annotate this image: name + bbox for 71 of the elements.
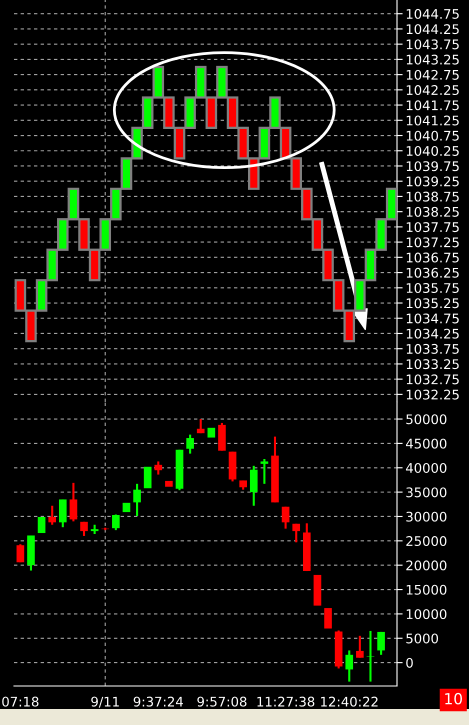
- y-tick-label: 1042.25: [406, 85, 459, 96]
- candlestick: [186, 434, 194, 455]
- candlestick: [38, 516, 46, 534]
- candlestick: [250, 464, 258, 507]
- x-tick-label: 07:18: [2, 696, 38, 707]
- x-tick-label: 11:27:38: [257, 696, 314, 707]
- candlestick: [70, 482, 78, 522]
- x-tick-label: 9/11: [91, 696, 119, 708]
- y-tick-label: 1044.25: [406, 24, 459, 34]
- candlestick: [48, 504, 56, 526]
- candlestick: [356, 634, 364, 659]
- candlestick: [260, 458, 268, 485]
- candlestick: [133, 482, 141, 518]
- candlestick: [16, 543, 24, 564]
- y-tick-label: 1042.75: [406, 70, 459, 80]
- candlestick: [101, 526, 110, 532]
- y-tick-label: 5000: [406, 633, 438, 644]
- y-tick-label: 40000: [406, 462, 446, 473]
- candlestick: [90, 524, 98, 536]
- y-tick-label: 1039.25: [406, 176, 459, 186]
- y-tick-label: 0: [406, 658, 413, 668]
- candlestick: [112, 513, 120, 532]
- y-tick-label: 1036.75: [406, 252, 459, 263]
- candlestick: [345, 649, 354, 683]
- y-tick-label: 1035.75: [406, 283, 459, 293]
- y-tick-label: 30000: [406, 512, 446, 522]
- candlestick: [58, 498, 67, 528]
- y-tick-label: 1040.75: [406, 130, 459, 141]
- y-tick-label: 50000: [406, 414, 446, 424]
- y-tick-label: 1037.75: [406, 222, 459, 232]
- x-tick-label: 9:57:08: [197, 696, 246, 707]
- candlestick: [165, 480, 173, 487]
- candlestick: [324, 608, 332, 629]
- y-tick-label: 1033.25: [406, 359, 459, 370]
- y-tick-label: 1038.75: [406, 192, 459, 202]
- y-tick-label: 25000: [406, 536, 446, 546]
- y-tick-label: 1034.25: [406, 328, 459, 339]
- candlestick: [144, 466, 152, 488]
- y-tick-label: 1043.25: [406, 54, 459, 65]
- candlestick: [282, 506, 290, 530]
- candlestick: [377, 630, 385, 656]
- y-tick-label: 45000: [406, 438, 446, 449]
- y-tick-label: 15000: [406, 584, 446, 595]
- y-tick-label: 1041.75: [406, 100, 459, 110]
- y-tick-label: 1033.75: [406, 344, 459, 354]
- y-tick-label: 1038.25: [406, 206, 459, 217]
- y-tick-label: 1032.25: [406, 390, 459, 400]
- y-tick-label: 1032.75: [406, 374, 459, 384]
- y-tick-label: 1035.25: [406, 298, 459, 308]
- y-tick-label: 1043.75: [406, 39, 459, 50]
- candlestick: [196, 418, 205, 434]
- text: 10: [445, 692, 462, 704]
- y-tick-label: 1034.75: [406, 313, 459, 324]
- y-tick-label: 35000: [406, 487, 446, 498]
- y-tick-label: 1040.25: [406, 146, 459, 156]
- candlestick: [314, 574, 322, 606]
- y-tick-label: 1036.25: [406, 268, 459, 278]
- y-tick-label: 1037.25: [406, 237, 459, 248]
- y-tick-label: 1041.25: [406, 116, 459, 126]
- candlestick: [366, 630, 374, 683]
- candlestick: [122, 502, 130, 512]
- candlestick: [80, 520, 88, 538]
- y-tick-label: 20000: [406, 560, 446, 570]
- x-tick-label: 12:40:22: [321, 696, 378, 707]
- y-tick-label: 1044.75: [406, 8, 459, 19]
- candlestick: [292, 522, 300, 544]
- candlestick: [208, 428, 216, 438]
- y-tick-label: 10000: [406, 609, 446, 620]
- x-tick-label: 9:37:24: [134, 696, 183, 707]
- y-tick-label: 1039.75: [406, 161, 459, 172]
- candlestick: [154, 460, 162, 476]
